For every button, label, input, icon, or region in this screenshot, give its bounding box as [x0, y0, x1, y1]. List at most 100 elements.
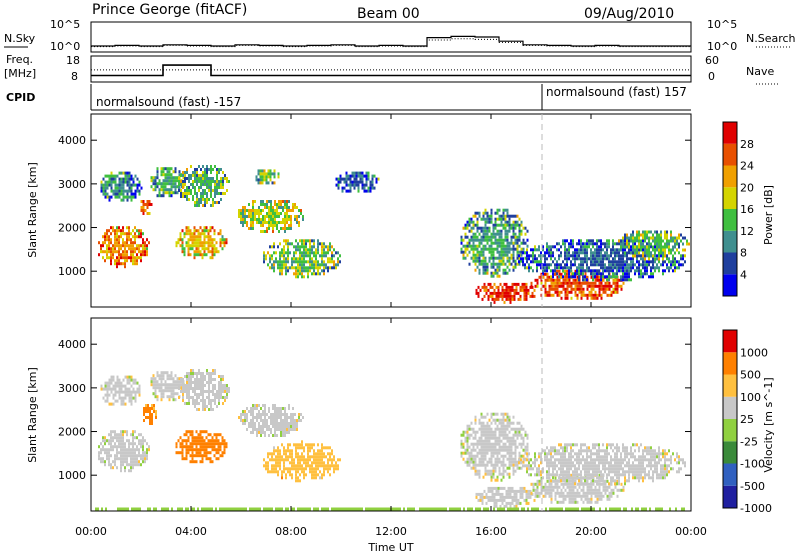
power-cell-0: [140, 250, 142, 254]
velocity-cell-6: [274, 431, 276, 434]
velocity-cell-8: [498, 418, 501, 422]
velocity-cell-5: [200, 390, 202, 393]
velocity-cell-5: [194, 381, 196, 384]
power-cell-13: [550, 269, 552, 273]
power-cell-8: [257, 169, 260, 173]
velocity-cell-5: [196, 387, 198, 390]
power-cell-11: [527, 288, 530, 292]
power-cell-3: [168, 194, 171, 198]
velocity-cell-3: [170, 389, 173, 393]
power-cell-7: [295, 272, 297, 276]
velocity-cell-7: [283, 449, 285, 453]
power-cell-13: [616, 266, 618, 270]
power-cell-4: [187, 229, 190, 233]
velocity-cell-4: [185, 442, 188, 446]
velocity-cell-8: [516, 463, 519, 467]
velocity-cell-8: [466, 442, 469, 446]
velocity-cell-7: [277, 464, 279, 468]
power-cell-12: [556, 293, 559, 297]
velocity-cell-7: [309, 470, 311, 474]
velocity-cell-6: [250, 413, 252, 416]
power-cell-7: [325, 254, 327, 258]
power-cell-10: [506, 271, 509, 275]
velocity-cell-5: [196, 378, 198, 381]
power-cell-7: [323, 242, 325, 246]
power-cell-10: [472, 223, 475, 227]
power-cell-5: [198, 204, 200, 207]
power-cell-4: [187, 253, 190, 257]
power-cell-0: [130, 244, 132, 248]
power-cell-1: [128, 180, 131, 184]
power-cell-0: [122, 232, 124, 236]
velocity-cell-8: [464, 448, 467, 452]
power-cell-11: [523, 291, 526, 295]
velocity-cell-9: [491, 492, 494, 496]
velocity-cell-3: [156, 386, 159, 390]
power-cell-13: [580, 248, 582, 252]
power-cell-5: [194, 201, 196, 204]
velocity-cell-4: [195, 445, 198, 449]
velocity-cell-4: [191, 457, 194, 461]
power-cell-13: [596, 248, 598, 252]
power-cell-12: [542, 284, 545, 288]
power-cell-5: [206, 186, 208, 189]
power-cell-14: [664, 254, 666, 258]
power-cell-12: [618, 284, 621, 288]
power-cell-14: [634, 245, 636, 249]
velocity-cell-1: [130, 384, 133, 388]
power-cell-9: [351, 171, 354, 175]
power-cell-11: [523, 288, 526, 292]
power-cell-7: [281, 263, 283, 267]
velocity-cell-0: [108, 463, 110, 467]
velocity-cell-5: [202, 375, 204, 378]
power-cell-7: [277, 245, 279, 249]
velocity-cell-2: [151, 407, 153, 410]
power-cell-13: [608, 245, 610, 249]
power-cell-13: [622, 269, 624, 273]
power-cell-0: [138, 235, 140, 239]
power-cell-10: [474, 238, 477, 242]
power-cell-13: [574, 254, 576, 258]
velocity-cell-8: [468, 424, 471, 428]
power-cell-11: [485, 285, 488, 289]
power-cell-6: [294, 203, 296, 206]
velocity-cell-9: [477, 498, 480, 502]
velocity-cell-6: [282, 407, 284, 410]
power-cell-13: [594, 269, 596, 273]
velocity-cell-9: [495, 501, 498, 505]
power-cell-0: [106, 235, 108, 239]
power-cell-6: [274, 212, 276, 215]
power-cell-5: [220, 186, 222, 189]
power-cell-12: [576, 281, 579, 285]
power-cell-13: [568, 248, 570, 252]
velocity-cell-8: [490, 448, 493, 452]
power-cell-10: [506, 208, 509, 212]
power-cell-3: [160, 167, 163, 171]
power-cell-14: [652, 236, 654, 240]
velocity-cell-8: [522, 427, 525, 431]
velocity-cell-2: [149, 422, 151, 425]
velocity-cell-9: [491, 495, 494, 499]
power-cell-12: [604, 290, 607, 294]
power-cell-5: [226, 189, 228, 192]
velocity-cell-8: [526, 445, 529, 449]
velocity-cell-0: [110, 448, 112, 452]
velocity-cell-9: [485, 492, 488, 496]
velocity-cell-7: [295, 467, 297, 471]
power-cell-14: [674, 245, 676, 249]
power-cell-6: [262, 218, 264, 221]
power-cell-14: [660, 242, 662, 246]
power-cell-6: [276, 203, 278, 206]
velocity-cell-5: [204, 399, 206, 402]
power-cell-4: [195, 241, 198, 245]
power-cell-10: [512, 235, 515, 239]
power-cell-10: [470, 256, 473, 260]
power-cell-14: [688, 242, 690, 246]
power-cell-12: [612, 290, 615, 294]
power-cell-13: [630, 278, 632, 282]
velocity-cell-6: [292, 425, 294, 428]
power-cell-6: [272, 212, 274, 215]
power-cell-3: [172, 191, 175, 195]
velocity-cell-8: [492, 448, 495, 452]
velocity-cell-8: [508, 415, 511, 419]
